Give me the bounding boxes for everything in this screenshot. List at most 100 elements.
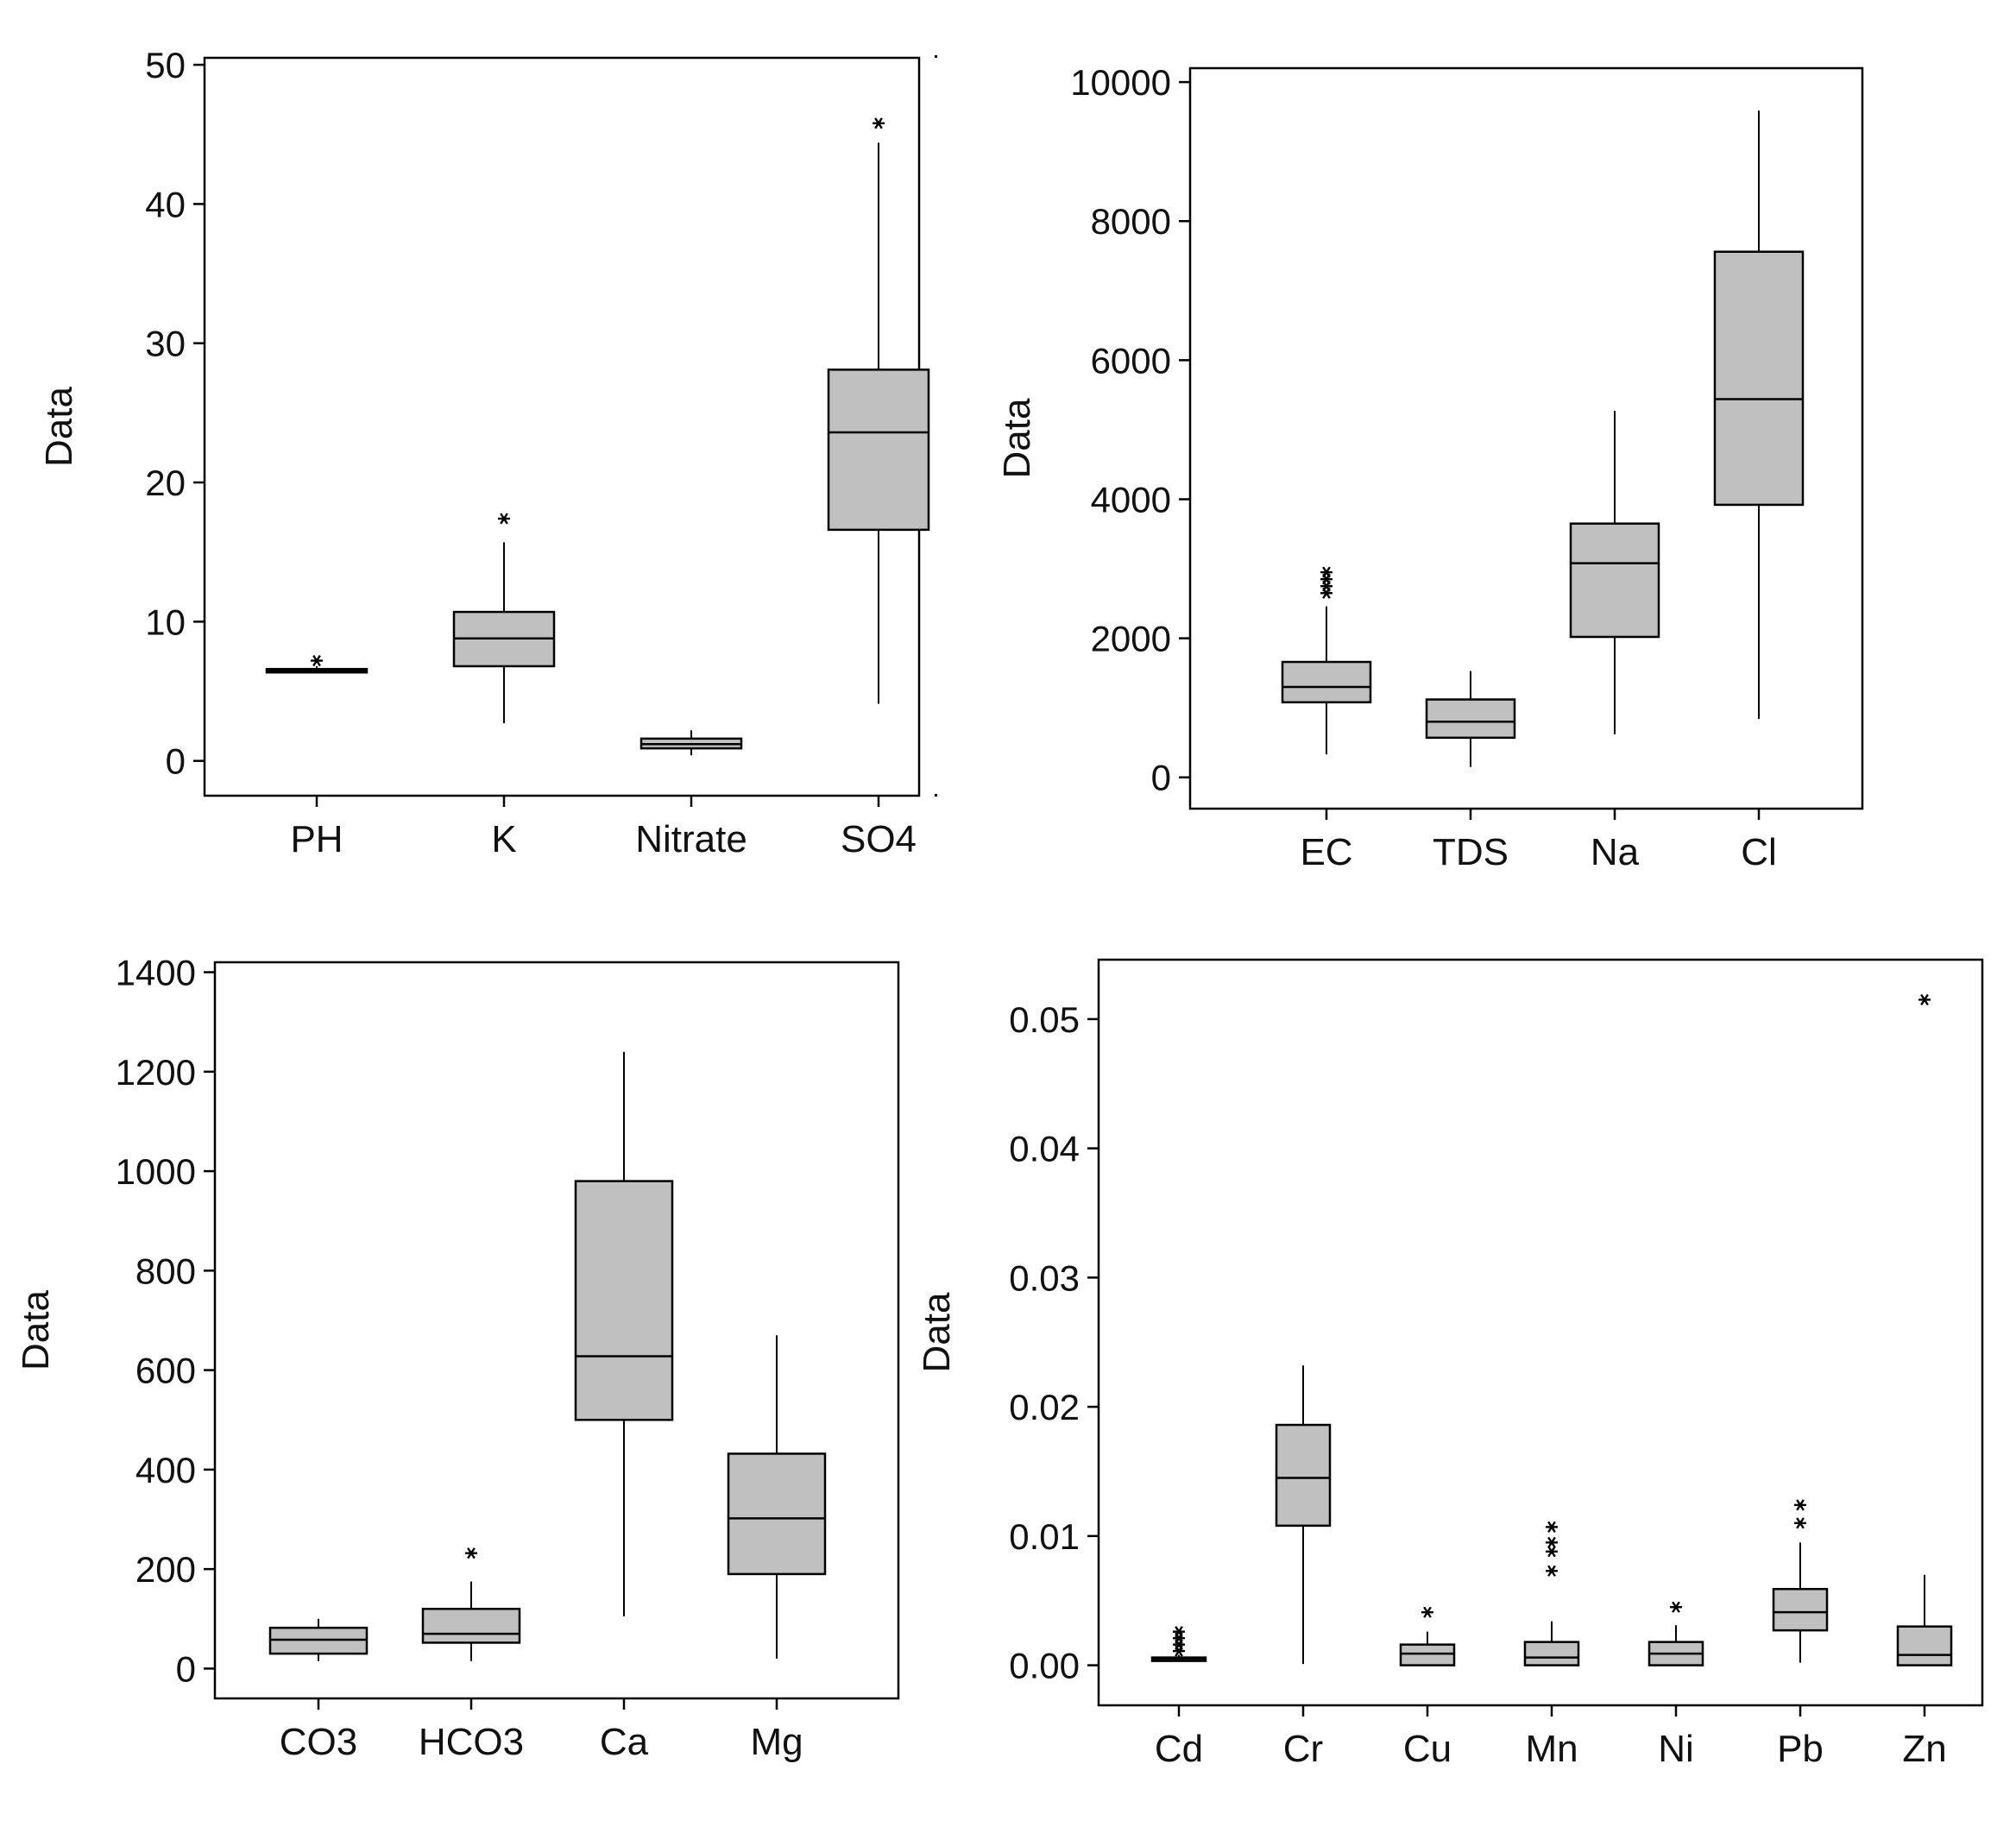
iqr-box [1772, 1587, 1829, 1632]
y-tick-label: 0.04 [1009, 1129, 1080, 1169]
x-tick-label: Ni [1658, 1728, 1694, 1770]
x-tick-label: Ca [600, 1721, 649, 1763]
box-hco3: HCO3 [419, 1547, 524, 1763]
x-tick-label: Zn [1902, 1728, 1946, 1770]
y-tick-label: 0.05 [1009, 999, 1080, 1040]
iqr-box [727, 1452, 827, 1576]
y-axis-label: Data [15, 1290, 57, 1370]
outlier-marker [1918, 993, 1931, 1006]
y-tick-label: 40 [145, 184, 186, 224]
corner-dot [935, 55, 937, 58]
corner-dot [935, 794, 937, 797]
box-cd: Cd [1150, 1626, 1207, 1770]
y-tick-label: 1400 [116, 953, 196, 993]
outlier-marker [1794, 1499, 1806, 1511]
chart-panel-3: 0 200 400 600 800 1000 1200 1400 Data CO3 HCO3 Ca Mg [15, 953, 900, 1763]
x-tick-label: Nitrate [635, 818, 747, 860]
outlier-marker [1421, 1606, 1433, 1618]
outlier-marker [1546, 1536, 1558, 1548]
y-tick-label: 600 [135, 1351, 196, 1391]
iqr-box [1569, 522, 1660, 639]
x-tick-label: HCO3 [419, 1721, 524, 1763]
box-nitrate: Nitrate [635, 730, 747, 860]
box-ni: Ni [1647, 1601, 1704, 1770]
box-tds: TDS [1425, 671, 1516, 873]
plot-frame [203, 56, 921, 797]
y-tick-label: 30 [145, 324, 186, 364]
x-tick-label: Cl [1741, 831, 1777, 873]
x-tick-label: PH [290, 818, 343, 860]
y-tick-label: 800 [135, 1251, 196, 1291]
iqr-box [1399, 1643, 1456, 1666]
box-ca: Ca [574, 1051, 674, 1763]
outlier-marker [1173, 1626, 1185, 1638]
x-tick-label: K [491, 818, 516, 860]
chart-panel-2: 0 2000 4000 6000 8000 10000 Data EC TDS Na Cl [996, 62, 1864, 873]
outlier-marker [311, 654, 323, 667]
x-tick-label: Cr [1283, 1728, 1323, 1770]
box-cr: Cr [1275, 1365, 1332, 1770]
outlier-marker [465, 1547, 477, 1559]
y-tick-label: 50 [145, 45, 186, 85]
iqr-box [1713, 250, 1805, 507]
x-tick-label: Mg [750, 1721, 803, 1763]
chart-panel-4: 0.00 0.01 0.02 0.03 0.04 0.05 Data Cd Cr Cu Mn Ni Pb… [916, 958, 1984, 1770]
iqr-box [1281, 660, 1372, 703]
y-tick-label: 200 [135, 1549, 196, 1590]
box-so4: SO4 [827, 117, 930, 860]
box-k: K [452, 513, 556, 860]
box-mn: Mn [1523, 1521, 1580, 1770]
y-tick-label: 0.03 [1009, 1257, 1080, 1298]
outlier-marker [1546, 1546, 1558, 1558]
y-tick-label: 0.01 [1009, 1516, 1080, 1557]
x-tick-label: Pb [1777, 1728, 1824, 1770]
y-axis-label: Data [996, 398, 1038, 478]
iqr-box [1523, 1641, 1580, 1666]
outlier-marker [1546, 1521, 1558, 1533]
x-tick-label: Cd [1155, 1728, 1203, 1770]
outlier-marker [1320, 580, 1332, 592]
outlier-marker [1546, 1565, 1558, 1577]
y-axis-label: Data [38, 387, 80, 467]
y-tick-label: 400 [135, 1450, 196, 1490]
outlier-marker [1320, 587, 1332, 599]
outlier-marker [1794, 1517, 1806, 1529]
iqr-box [574, 1180, 674, 1421]
box-zn: Zn [1896, 993, 1953, 1770]
y-tick-label: 4000 [1091, 479, 1171, 520]
y-tick-label: 0 [1151, 758, 1171, 798]
box-ec: EC [1281, 566, 1372, 873]
x-tick-label: CO3 [280, 1721, 357, 1763]
outlier-marker [1320, 573, 1332, 585]
box-na: Na [1569, 411, 1660, 873]
x-tick-label: SO4 [841, 818, 917, 860]
iqr-box [421, 1608, 521, 1644]
y-tick-label: 0 [166, 741, 186, 782]
y-tick-label: 6000 [1091, 340, 1171, 381]
iqr-box [1425, 698, 1516, 740]
y-tick-label: 10000 [1070, 62, 1171, 103]
iqr-box [827, 369, 930, 532]
box-mg: Mg [727, 1335, 827, 1763]
x-tick-label: Mn [1525, 1728, 1578, 1770]
y-tick-label: 2000 [1091, 619, 1171, 659]
x-tick-label: Cu [1403, 1728, 1452, 1770]
y-tick-label: 8000 [1091, 201, 1171, 242]
outlier-marker [1173, 1632, 1185, 1644]
box-co3: CO3 [268, 1618, 369, 1763]
plot-frame [213, 961, 900, 1700]
outlier-marker [1173, 1639, 1185, 1651]
box-cu: Cu [1399, 1606, 1456, 1770]
x-tick-label: EC [1300, 831, 1352, 873]
outlier-marker [1670, 1601, 1682, 1613]
x-tick-label: TDS [1433, 831, 1509, 873]
y-axis-label: Data [916, 1292, 958, 1372]
outlier-marker [873, 117, 885, 129]
y-tick-label: 0.02 [1009, 1387, 1080, 1427]
outlier-marker [1173, 1645, 1185, 1657]
plot-frame [1188, 66, 1864, 810]
y-tick-label: 0.00 [1009, 1646, 1080, 1686]
iqr-box [1896, 1625, 1953, 1666]
plot-frame [1097, 958, 1984, 1707]
y-tick-label: 1000 [116, 1151, 196, 1192]
